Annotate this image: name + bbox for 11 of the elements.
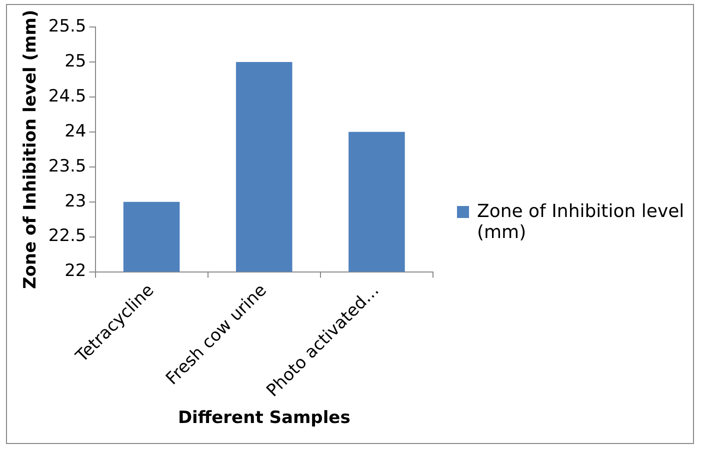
y-tick-label: 23 (64, 191, 86, 212)
legend-label: Zone of Inhibition level (mm) (477, 201, 686, 243)
y-tick-label: 22.5 (48, 226, 86, 246)
x-axis-title: Different Samples (178, 408, 350, 428)
y-tick-label: 25 (64, 51, 86, 72)
y-tick-label: 24 (64, 121, 86, 142)
y-tick-label: 25.5 (48, 16, 86, 36)
y-tick-label: 22 (64, 261, 86, 282)
y-tick-label: 23.5 (48, 156, 86, 176)
y-axis-title: Zone of Inhibition level (mm) (20, 10, 41, 290)
y-tick-label: 24.5 (48, 86, 86, 106)
